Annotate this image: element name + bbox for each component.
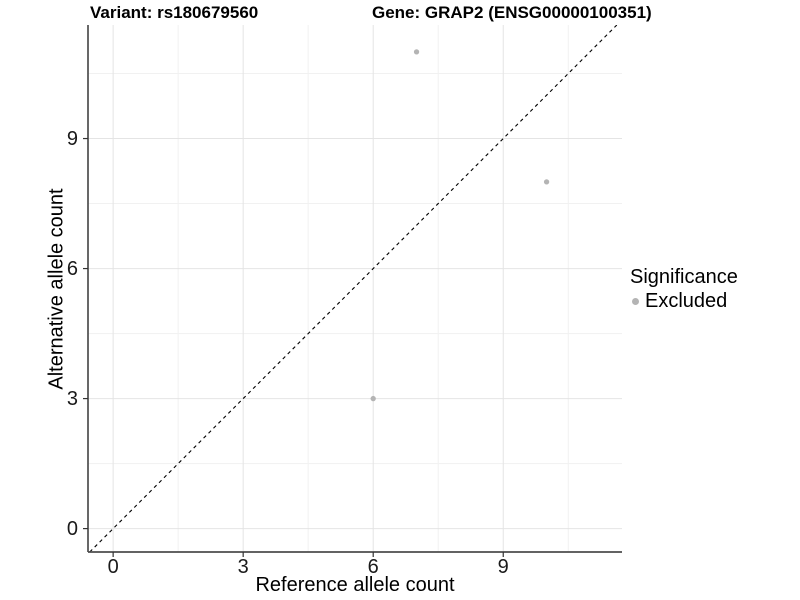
- plot-title-gene: Gene: GRAP2 (ENSG00000100351): [372, 3, 652, 22]
- y-tick-label: 0: [66, 517, 78, 540]
- legend-item-label: Excluded: [645, 290, 728, 312]
- scatter-plot-panel: [83, 25, 622, 557]
- legend-title: Significance: [630, 266, 738, 288]
- scatter-point: [370, 395, 376, 402]
- legend: Significance Excluded: [630, 266, 738, 313]
- legend-item: Excluded: [630, 290, 738, 313]
- legend-point-icon: [632, 298, 639, 305]
- y-tick-label: 3: [66, 387, 78, 410]
- scatter-point: [543, 179, 550, 185]
- diagonal-reference-line: [89, 25, 618, 553]
- y-axis-title: Alternative allele count: [45, 188, 68, 390]
- x-axis-title: Reference allele count: [255, 574, 455, 596]
- scatter-point: [413, 49, 420, 55]
- y-tick-label: 9: [66, 127, 78, 150]
- plot-title-variant: Variant: rs180679560: [90, 3, 259, 22]
